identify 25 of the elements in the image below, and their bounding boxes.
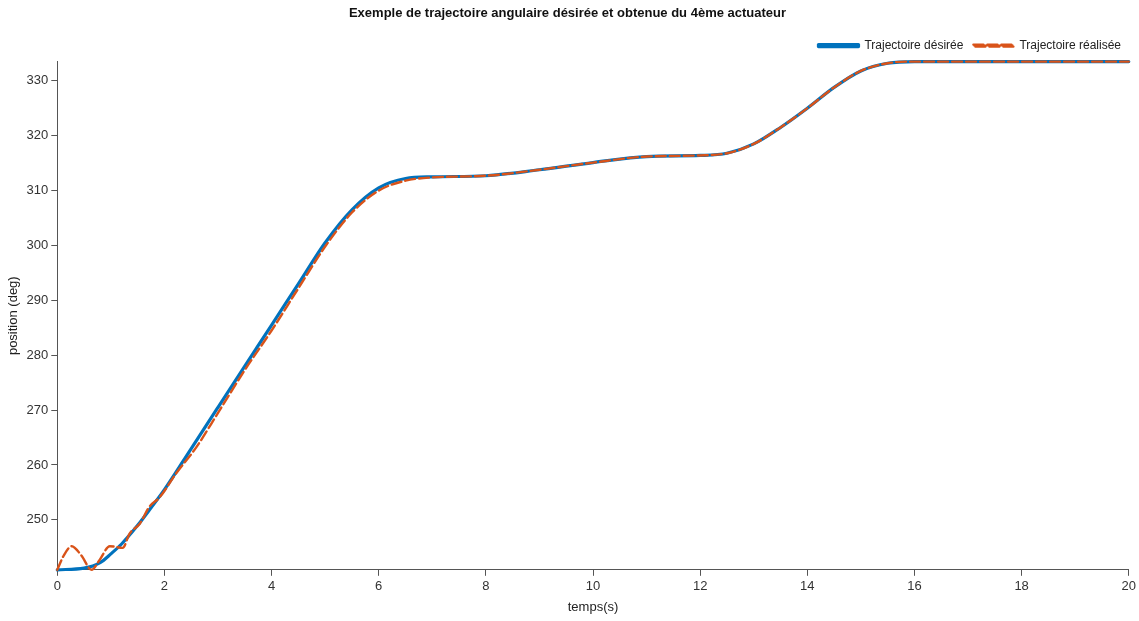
x-tick-label: 4 — [267, 578, 276, 594]
x-tick-label: 16 — [907, 578, 922, 594]
legend-label: Trajectoire réalisée — [1019, 37, 1122, 52]
x-tick-label: 10 — [585, 578, 601, 594]
y-tick-label: 250 — [26, 511, 49, 527]
x-tick-label: 8 — [482, 578, 490, 594]
x-tick-label: 12 — [692, 578, 708, 594]
legend-label: Trajectoire désirée — [864, 37, 964, 52]
chart-title: Exemple de trajectoire angulaire désirée et obtenue du 4ème actuateur — [348, 5, 787, 21]
x-tick-label: 14 — [800, 578, 815, 594]
x-tick-label: 6 — [375, 578, 383, 594]
y-tick-label: 310 — [26, 182, 49, 198]
x-axis-title: temps(s) — [567, 598, 619, 614]
x-tick-label: 20 — [1121, 578, 1136, 594]
x-tick-label: 2 — [160, 578, 169, 594]
y-tick-label: 290 — [26, 291, 49, 307]
x-tick-label: 18 — [1014, 578, 1029, 594]
y-axis-title: position (deg) — [5, 276, 21, 356]
y-tick-label: 330 — [26, 72, 49, 88]
y-tick-label: 300 — [26, 237, 49, 253]
x-tick-label: 0 — [53, 578, 61, 594]
y-tick-label: 260 — [26, 456, 49, 472]
y-tick-label: 280 — [26, 346, 49, 362]
y-tick-label: 270 — [26, 401, 49, 417]
y-tick-label: 320 — [26, 127, 49, 143]
